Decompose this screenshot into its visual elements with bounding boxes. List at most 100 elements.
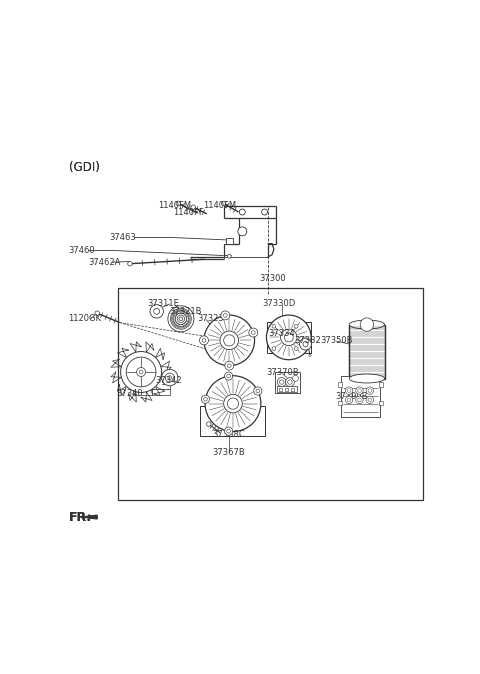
Text: 37460: 37460 xyxy=(68,246,95,255)
Circle shape xyxy=(345,396,353,404)
Text: (GDI): (GDI) xyxy=(69,161,100,174)
Circle shape xyxy=(137,367,145,377)
Circle shape xyxy=(139,370,143,374)
Circle shape xyxy=(249,328,258,337)
Circle shape xyxy=(227,374,230,378)
Circle shape xyxy=(281,329,297,346)
Bar xyxy=(285,388,288,392)
Circle shape xyxy=(177,315,185,323)
Circle shape xyxy=(205,375,261,431)
Text: 37323: 37323 xyxy=(198,314,224,324)
Circle shape xyxy=(294,324,298,328)
Bar xyxy=(338,382,342,387)
Circle shape xyxy=(221,311,230,320)
Bar xyxy=(290,388,294,392)
Bar xyxy=(379,382,383,387)
Circle shape xyxy=(252,331,255,334)
Circle shape xyxy=(366,396,373,404)
Circle shape xyxy=(225,372,233,380)
Text: 37334: 37334 xyxy=(268,329,295,338)
Circle shape xyxy=(179,317,183,321)
Circle shape xyxy=(154,309,160,314)
Circle shape xyxy=(225,361,234,370)
Circle shape xyxy=(225,427,233,435)
Circle shape xyxy=(206,422,211,426)
Circle shape xyxy=(358,398,361,402)
Text: 37311E: 37311E xyxy=(147,299,180,307)
Circle shape xyxy=(200,336,208,345)
Circle shape xyxy=(170,309,192,329)
Circle shape xyxy=(238,227,247,236)
Circle shape xyxy=(254,387,262,395)
Text: 37463: 37463 xyxy=(109,233,136,242)
Bar xyxy=(279,388,282,392)
Bar xyxy=(338,401,342,406)
Circle shape xyxy=(165,373,174,382)
Circle shape xyxy=(191,205,195,210)
Circle shape xyxy=(224,394,242,413)
Circle shape xyxy=(309,354,311,357)
Circle shape xyxy=(272,324,276,328)
Circle shape xyxy=(120,352,162,392)
Circle shape xyxy=(175,313,187,325)
Circle shape xyxy=(228,364,231,367)
Circle shape xyxy=(228,255,231,258)
Bar xyxy=(226,238,233,245)
Circle shape xyxy=(272,346,276,350)
Text: 37340: 37340 xyxy=(117,389,143,398)
Circle shape xyxy=(150,305,163,318)
Text: 37342: 37342 xyxy=(155,375,181,385)
Circle shape xyxy=(294,346,298,350)
Text: 37330D: 37330D xyxy=(263,299,296,309)
Circle shape xyxy=(286,377,294,386)
Circle shape xyxy=(303,342,308,346)
Circle shape xyxy=(227,429,230,433)
Ellipse shape xyxy=(349,374,384,383)
Circle shape xyxy=(168,375,172,379)
Circle shape xyxy=(126,357,156,387)
Polygon shape xyxy=(82,515,97,519)
Circle shape xyxy=(176,202,180,206)
Bar xyxy=(277,386,297,392)
Circle shape xyxy=(347,398,351,402)
Bar xyxy=(341,375,380,417)
Text: (GDI): (GDI) xyxy=(69,161,100,174)
Circle shape xyxy=(204,398,207,401)
Text: 37462A: 37462A xyxy=(88,259,120,268)
Text: 37350B: 37350B xyxy=(321,336,353,345)
Text: 37370B: 37370B xyxy=(266,368,299,377)
Text: 1140FM: 1140FM xyxy=(158,202,192,210)
Circle shape xyxy=(224,335,235,346)
Circle shape xyxy=(240,209,245,215)
Circle shape xyxy=(284,333,293,342)
Bar xyxy=(118,288,423,500)
Circle shape xyxy=(292,375,299,381)
Text: FR.: FR. xyxy=(69,511,93,524)
Text: 1140FM: 1140FM xyxy=(203,202,236,210)
Bar xyxy=(200,406,265,436)
Circle shape xyxy=(173,311,189,327)
Text: 37338C: 37338C xyxy=(213,430,245,439)
Text: 1140FF: 1140FF xyxy=(173,208,204,217)
Text: 37390B: 37390B xyxy=(335,392,368,400)
Circle shape xyxy=(168,306,194,332)
Circle shape xyxy=(368,389,372,392)
Circle shape xyxy=(224,313,227,317)
Text: 37300: 37300 xyxy=(259,274,286,284)
Circle shape xyxy=(201,395,209,403)
Circle shape xyxy=(256,389,260,393)
Bar xyxy=(267,322,311,353)
Text: 37321B: 37321B xyxy=(170,307,202,316)
Bar xyxy=(133,376,170,396)
Circle shape xyxy=(277,377,286,386)
Circle shape xyxy=(360,318,373,331)
Circle shape xyxy=(220,331,239,350)
Circle shape xyxy=(95,311,99,315)
Circle shape xyxy=(345,387,353,394)
Circle shape xyxy=(300,338,312,350)
Circle shape xyxy=(279,380,284,384)
Circle shape xyxy=(266,315,311,360)
Circle shape xyxy=(221,202,226,206)
Circle shape xyxy=(358,389,361,392)
Text: FR.: FR. xyxy=(69,511,93,524)
